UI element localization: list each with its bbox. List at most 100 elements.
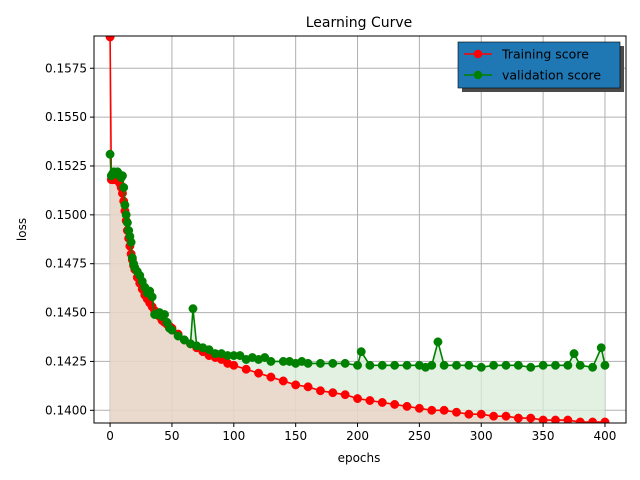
series-lines (105, 36, 610, 423)
legend-label: Training score (501, 47, 589, 62)
training-score-point (575, 417, 585, 423)
y-tick-label: 0.1475 (45, 257, 87, 271)
training-score-point (365, 396, 375, 405)
training-score-point (266, 372, 276, 382)
x-tick-label: 300 (470, 429, 493, 443)
validation-score-point (551, 360, 560, 370)
validation-score-point (340, 358, 350, 368)
x-axis-label: epochs (338, 451, 381, 465)
legend-entries: Training score validation score (464, 47, 601, 83)
chart-title: Learning Curve (306, 15, 413, 31)
x-tick-label: 100 (222, 429, 245, 443)
validation-score-point (126, 237, 136, 247)
validation-score-point (118, 171, 127, 181)
training-score-point (291, 380, 301, 390)
training-score-point (414, 403, 424, 413)
training-score-point (526, 413, 536, 423)
y-tick-label: 0.1450 (45, 306, 87, 320)
training-score-point (315, 386, 325, 396)
training-score-point (464, 409, 474, 419)
plot-frame (93, 35, 627, 424)
training-score-point (390, 399, 400, 409)
validation-score-point (588, 362, 598, 372)
training-score-point (600, 417, 610, 423)
validation-score-point (119, 183, 129, 192)
validation-score-point (526, 362, 536, 372)
training-score-point (105, 36, 115, 42)
x-tick-label: 250 (408, 429, 431, 443)
training-score-point (513, 413, 523, 423)
validation-score-point (575, 360, 585, 370)
training-score-point (427, 405, 437, 415)
validation-score-point (356, 347, 366, 357)
training-score-point (241, 364, 251, 374)
x-tick-label: 150 (284, 429, 307, 443)
validation-score-point (464, 360, 474, 370)
x-tick-label: 200 (346, 429, 369, 443)
y-tick-label: 0.1525 (45, 159, 87, 173)
x-tick-label: 400 (594, 429, 617, 443)
validation-score-point (427, 360, 437, 370)
validation-score-point (353, 360, 362, 370)
y-tick-label: 0.1550 (45, 110, 87, 124)
validation-score-point (147, 292, 157, 302)
training-score-point (439, 405, 449, 415)
validation-score-point (122, 218, 132, 228)
validation-score-point (538, 360, 548, 370)
legend-marker (473, 49, 483, 59)
training-score-point (229, 360, 239, 370)
validation-score-point (476, 362, 486, 372)
training-score-point (452, 407, 461, 417)
validation-score-point (328, 358, 338, 368)
training-score-point (340, 390, 350, 400)
training-score-point (563, 415, 573, 423)
x-tick-label: 0 (106, 429, 114, 443)
training-score-point (551, 415, 560, 423)
validation-score-point (390, 360, 400, 370)
validation-score-point (160, 310, 169, 319)
training-score-point (501, 411, 511, 421)
training-score-point (538, 415, 548, 423)
training-area-fill (110, 36, 605, 423)
validation-score-point (188, 304, 198, 314)
training-score-point (278, 376, 288, 386)
validation-score-point (563, 360, 573, 370)
training-score-point (303, 382, 313, 392)
validation-area-fill (110, 36, 605, 423)
validation-score-point (501, 360, 511, 370)
x-tick-label: 350 (532, 429, 555, 443)
training-score-point (377, 398, 387, 407)
validation-score-point (167, 325, 177, 335)
y-tick-label: 0.1575 (45, 61, 87, 75)
validation-score-point (600, 360, 610, 370)
training-score-point (254, 368, 263, 378)
validation-score-point (513, 360, 523, 370)
training-score-point (353, 394, 362, 404)
validation-score-point (377, 360, 387, 370)
validation-score-point (402, 360, 412, 370)
training-score-point (328, 388, 338, 398)
validation-score-point (569, 349, 579, 359)
y-axis: 0.1400 0.1425 0.1450 0.1475 0.1500 0.1525 0.15… (45, 61, 94, 417)
y-tick-label: 0.1425 (45, 354, 87, 368)
training-score-point (588, 417, 598, 423)
x-axis: 0 50 100 150 200 250 300 350 400 (106, 423, 616, 443)
validation-score-point (303, 358, 313, 368)
y-axis-label: loss (15, 218, 29, 241)
validation-score-point (121, 210, 131, 220)
legend-label: validation score (502, 68, 601, 83)
training-score-point (476, 409, 486, 419)
legend-box (457, 41, 621, 89)
training-score-point (402, 401, 412, 411)
validation-score-point (105, 149, 115, 159)
validation-score-point (315, 358, 325, 368)
x-tick-label: 50 (164, 429, 179, 443)
validation-score-point (433, 337, 443, 347)
area-fills (110, 36, 605, 423)
legend: Training score validation score (457, 41, 624, 92)
validation-score-point (439, 360, 449, 370)
y-tick-label: 0.1400 (45, 403, 87, 417)
validation-score-point (120, 200, 130, 210)
validation-score-point (596, 343, 606, 353)
